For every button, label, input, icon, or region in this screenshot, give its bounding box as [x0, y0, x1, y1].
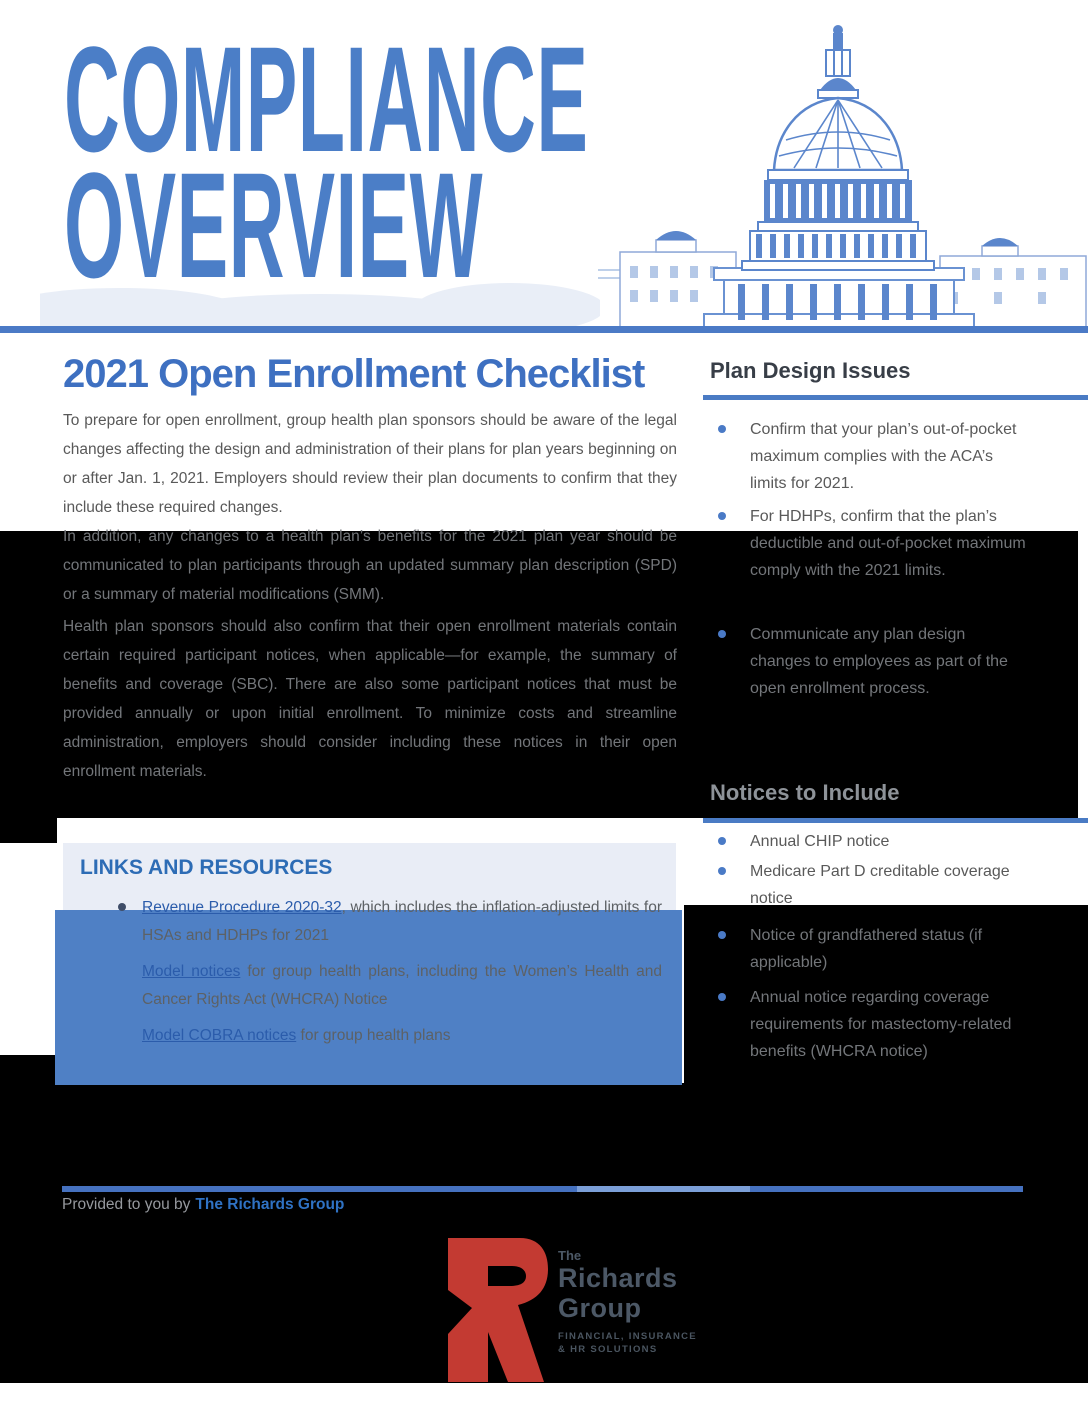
bullet-dot-icon — [718, 512, 726, 520]
bullet-text: Communicate any plan design changes to e… — [750, 626, 1008, 697]
header-divider-rule — [0, 326, 1088, 333]
bullet-text: deductible and out-of-pocket maximum com… — [750, 535, 1026, 579]
richards-logo-text: The Richards Group FINANCIAL, INSURANCE … — [558, 1248, 697, 1356]
list-item: Notice of grandfathered status (if appli… — [712, 922, 1028, 976]
richards-r-logo-icon — [448, 1238, 548, 1382]
list-item: Model COBRA notices for group health pla… — [142, 1022, 662, 1050]
black-redaction-overlay — [684, 905, 1088, 1083]
logo-the: The — [558, 1248, 582, 1263]
sidebar-title-plan-design: Plan Design Issues — [710, 358, 911, 383]
model-notices-link[interactable]: Model notices — [142, 963, 241, 980]
logo-tagline2: & HR SOLUTIONS — [558, 1344, 658, 1355]
bullet-text: Notice of grandfathered status (if appli… — [750, 927, 983, 971]
link-item-text: , which includes the inflation-adjusted … — [142, 899, 663, 944]
bullet-text: For HDHPs, confirm that the plan’s — [750, 508, 997, 525]
bullet-dot-icon — [718, 867, 726, 875]
black-redaction-overlay — [0, 531, 1078, 818]
link-item-text: for group health plans — [296, 1027, 451, 1044]
black-redaction-overlay — [0, 1055, 55, 1083]
black-redaction-overlay — [0, 1083, 1088, 1383]
link-item-text: for group health plans, including the Wo… — [142, 963, 663, 1008]
list-item: Revenue Procedure 2020-32, which include… — [118, 894, 663, 950]
bullet-text: Annual notice regarding coverage require… — [750, 989, 1012, 1060]
provided-by-company: The Richards Group — [195, 1196, 345, 1213]
hero-title-line1: COMPLIANCE — [64, 15, 589, 183]
bullet-dot-icon — [718, 425, 726, 433]
bullet-dot-icon — [718, 993, 726, 1001]
bullet-dot-icon — [718, 630, 726, 638]
bullet-text: Medicare Part D creditable coverage noti… — [750, 863, 1010, 907]
logo-name2: Group — [558, 1293, 642, 1323]
list-item: For HDHPs, confirm that the plan’s — [712, 503, 1028, 530]
list-item: Model notices for group health plans, in… — [142, 958, 662, 1014]
notices-paragraph: Health plan sponsors should also confirm… — [63, 618, 677, 780]
bullet-dot-icon — [718, 931, 726, 939]
list-item: Confirm that your plan’s out-of-pocket m… — [712, 416, 1028, 497]
list-item: Annual CHIP notice — [712, 828, 1028, 855]
list-item: Communicate any plan design changes to e… — [712, 621, 1028, 702]
footer-divider-rule — [62, 1186, 1023, 1192]
spd-smm-paragraph: In addition, any changes to a health pla… — [63, 528, 677, 603]
sidebar-title-notices: Notices to Include — [710, 780, 900, 805]
list-item: Medicare Part D creditable coverage noti… — [712, 858, 1028, 912]
logo-tagline1: FINANCIAL, INSURANCE — [558, 1331, 697, 1342]
bullet-text: Annual CHIP notice — [750, 833, 890, 850]
blue-glitch-overlay — [55, 910, 682, 1085]
trees-ghost-illustration — [40, 283, 600, 332]
provided-by-prefix: Provided to you by — [62, 1196, 191, 1213]
list-item-continuation: deductible and out-of-pocket maximum com… — [712, 530, 1028, 584]
model-cobra-notices-link[interactable]: Model COBRA notices — [142, 1027, 297, 1044]
black-redaction-overlay — [0, 818, 57, 843]
hero-title-line2: OVERVIEW — [64, 141, 484, 309]
links-list: Revenue Procedure 2020-32, which include… — [118, 894, 663, 1058]
footer-divider-rule-light — [577, 1186, 750, 1192]
bullet-dot-icon — [118, 903, 126, 911]
page-title: 2021 Open Enrollment Checklist — [63, 352, 645, 396]
bullet-dot-icon — [718, 837, 726, 845]
links-box-title: LINKS AND RESOURCES — [80, 856, 333, 879]
list-item: Annual notice regarding coverage require… — [712, 984, 1028, 1065]
sidebar-divider-rule — [703, 395, 1088, 400]
intro-paragraph: To prepare for open enrollment, group he… — [63, 412, 677, 516]
bullet-text: Confirm that your plan’s out-of-pocket m… — [750, 421, 1017, 492]
capitol-building-icon — [598, 25, 1087, 328]
sidebar-divider-rule — [703, 818, 1088, 823]
provided-by-text: Provided to you by The Richards Group — [62, 1196, 344, 1214]
revenue-procedure-link[interactable]: Revenue Procedure 2020-32 — [142, 899, 342, 916]
logo-name1: Richards — [558, 1263, 678, 1293]
